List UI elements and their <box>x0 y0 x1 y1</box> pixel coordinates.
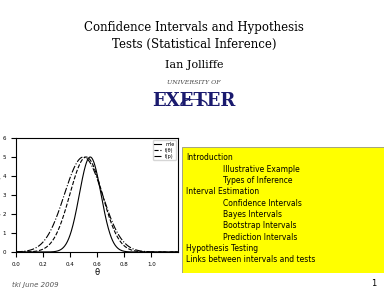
f(p) <box>173 250 177 254</box>
f(p) <box>176 250 181 254</box>
Text: Types of Inference: Types of Inference <box>223 176 292 185</box>
mle <box>92 161 97 165</box>
Text: Hypothesis Testing: Hypothesis Testing <box>186 244 258 253</box>
f(θ) <box>92 166 97 170</box>
Text: 1: 1 <box>371 279 376 288</box>
mle <box>102 208 106 211</box>
Text: Prediction Intervals: Prediction Intervals <box>223 233 297 242</box>
f(θ) <box>173 250 177 254</box>
Text: UNIVERSITY OF: UNIVERSITY OF <box>167 80 221 85</box>
f(θ) <box>147 250 152 254</box>
f(θ) <box>91 164 95 167</box>
Text: Interval Estimation: Interval Estimation <box>186 187 260 196</box>
f(θ) <box>176 250 181 254</box>
mle <box>176 250 181 254</box>
mle <box>91 159 95 162</box>
f(θ) <box>102 198 106 202</box>
Text: Confidence Intervals and Hypothesis: Confidence Intervals and Hypothesis <box>84 21 304 34</box>
FancyBboxPatch shape <box>182 147 384 273</box>
Text: Tests (Statistical Inference): Tests (Statistical Inference) <box>112 38 276 50</box>
f(p) <box>102 197 106 201</box>
mle <box>111 239 115 243</box>
f(θ) <box>84 155 88 159</box>
f(p) <box>147 250 152 253</box>
Text: Confidence Intervals: Confidence Intervals <box>223 199 301 208</box>
Line: mle: mle <box>16 157 178 252</box>
Y-axis label: f(θ | x,n) and f(p|x,n): f(θ | x,n) and f(p|x,n) <box>0 166 1 224</box>
f(θ) <box>13 250 18 254</box>
Line: f(p): f(p) <box>16 157 178 252</box>
mle <box>147 250 152 254</box>
f(p) <box>111 221 115 225</box>
Text: Bayes Intervals: Bayes Intervals <box>223 210 282 219</box>
mle <box>173 250 177 254</box>
f(p) <box>13 250 18 253</box>
Text: Introduction: Introduction <box>186 153 233 162</box>
X-axis label: θ: θ <box>94 268 100 277</box>
Text: Links between intervals and tests: Links between intervals and tests <box>186 255 316 264</box>
Text: Ian Jolliffe: Ian Jolliffe <box>165 60 223 70</box>
f(θ) <box>111 225 115 229</box>
Text: EXETER: EXETER <box>152 92 236 110</box>
Line: f(θ): f(θ) <box>16 157 178 252</box>
mle <box>13 250 18 254</box>
mle <box>88 155 93 159</box>
f(p) <box>91 167 95 171</box>
Legend: mle, f(θ), f(p): mle, f(θ), f(p) <box>153 140 176 160</box>
Text: Bootstrap Intervals: Bootstrap Intervals <box>223 221 296 230</box>
Text: Illustrative Example: Illustrative Example <box>223 165 300 174</box>
Text: tki June 2009: tki June 2009 <box>12 282 58 288</box>
f(p) <box>81 155 86 159</box>
f(p) <box>92 169 97 173</box>
